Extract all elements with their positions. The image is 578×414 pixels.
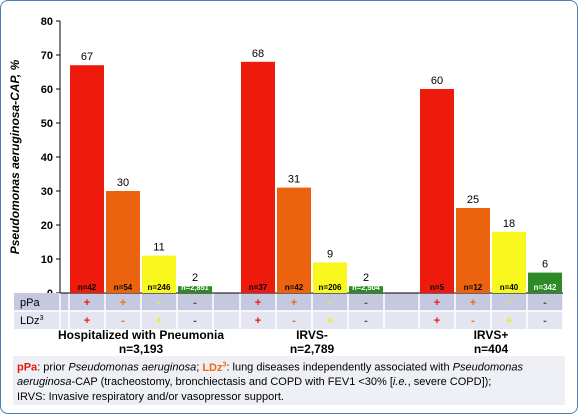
ldz-sign: + [506,315,512,327]
row-label-ldz: LDz3 [20,315,44,327]
footnote-ppa-term: pPa [17,361,38,374]
ldz-sign: - [471,315,475,327]
group-label: IRVS+ [474,328,509,342]
bar-n-label: n=54 [114,283,133,292]
group-n-label: n=404 [474,342,509,356]
row-ppa-bg [14,293,563,311]
ppa-sign: - [193,297,197,309]
ppa-sign: + [84,297,90,309]
bar-n-label: n=206 [319,283,342,292]
y-tick-label: 10 [41,254,53,266]
bar-value-label: 18 [503,218,515,230]
y-tick-label: 40 [41,152,53,164]
ldz-sign: + [327,315,333,327]
ppa-sign: + [120,297,126,309]
ldz-sign: - [193,315,197,327]
bar [313,262,347,293]
group-n-label: n=3,193 [119,342,164,356]
bar-value-label: 60 [431,75,443,87]
footnote-ldz-text-1: : lung diseases independently associated… [226,361,453,374]
y-tick-label: 50 [41,118,53,130]
bar-value-label: 6 [542,259,548,271]
bar-n-label: n=40 [500,283,519,292]
y-axis-title: Pseudomonas aeruginosa-CAP, % [8,59,22,254]
bar [420,89,454,293]
bar-n-label: n=246 [148,283,171,292]
ldz-sign: - [543,315,547,327]
bar [349,286,383,293]
bar-n-label: n=37 [249,283,268,292]
footnote-irvs-line: IRVS: Invasive respiratory and/or vasopr… [17,390,284,403]
y-tick-label: 20 [41,220,53,232]
group-n-label: n=2,789 [290,342,335,356]
row-label-ppa: pPa [20,297,40,309]
bar [70,65,104,293]
bar-n-label: n=12 [464,283,483,292]
bar [178,286,212,293]
row-ldz-bg [14,311,563,329]
ldz-sign: - [121,315,125,327]
bar-n-label: n=2,851 [181,283,209,292]
bar-n-label: n=342 [534,283,557,292]
ldz-sign: - [292,315,296,327]
footnote-ldz-text-3: , severe COPD]); [407,376,492,389]
bar-value-label: 11 [153,242,164,254]
ppa-sign: - [364,297,368,309]
footnote-ppa-text: : prior [37,361,69,374]
bar-value-label: 25 [467,194,479,206]
bar-value-label: 2 [363,272,369,284]
ppa-sign: - [157,297,161,309]
ppa-sign: + [434,297,440,309]
y-tick-label: 60 [41,84,53,96]
y-tick-label: 70 [41,50,53,62]
footnote-ppa-italic: Pseudomonas aeruginosa [68,361,197,374]
bar-value-label: 2 [192,272,198,284]
ldz-sign: + [84,315,90,327]
bar-n-label: n=42 [285,283,304,292]
ppa-sign: - [507,297,511,309]
bar [106,191,140,293]
bar-value-label: 9 [327,248,333,260]
ppa-sign: + [291,297,297,309]
bar [241,61,275,293]
footnote-sep: ; [196,361,203,374]
y-tick-label: 30 [41,186,53,198]
group-label: IRVS- [296,328,328,342]
bar [277,187,311,293]
ppa-sign: + [470,297,476,309]
ldz-sign: + [156,315,162,327]
bar-value-label: 31 [288,174,300,186]
bar-value-label: 68 [252,48,264,60]
footnote-ldz-italic: Pseudomonas aeruginosa [17,361,523,389]
bar [492,231,526,293]
ldz-sign: + [255,315,261,327]
y-tick-label: 80 [41,16,53,28]
bar-value-label: 67 [81,51,93,63]
ppa-sign: - [328,297,332,309]
group-label: Hospitalized with Pneumonia [58,328,224,342]
footnote-ldz-term: LDz3 [202,361,227,374]
ppa-sign: - [543,297,547,309]
bar-n-label: n=5 [430,283,445,292]
footnote-ie-italic: i.e. [392,376,408,389]
bar-n-label: n=2,504 [352,283,381,292]
bar [142,255,176,293]
ldz-sign: - [364,315,368,327]
ldz-sign: + [434,315,440,327]
bar-value-label: 30 [117,177,129,189]
bar [456,208,490,293]
footnote: pPa: prior Pseudomonas aeruginosa; LDz3:… [13,356,565,405]
ppa-sign: + [255,297,261,309]
bar-n-label: n=42 [78,283,97,292]
bar [528,272,562,293]
bar-chart: Pseudomonas aeruginosa-CAP, %01020304050… [8,16,564,356]
footnote-ldz-text-2: -CAP (tracheostomy, bronchiectasis and C… [71,376,393,389]
